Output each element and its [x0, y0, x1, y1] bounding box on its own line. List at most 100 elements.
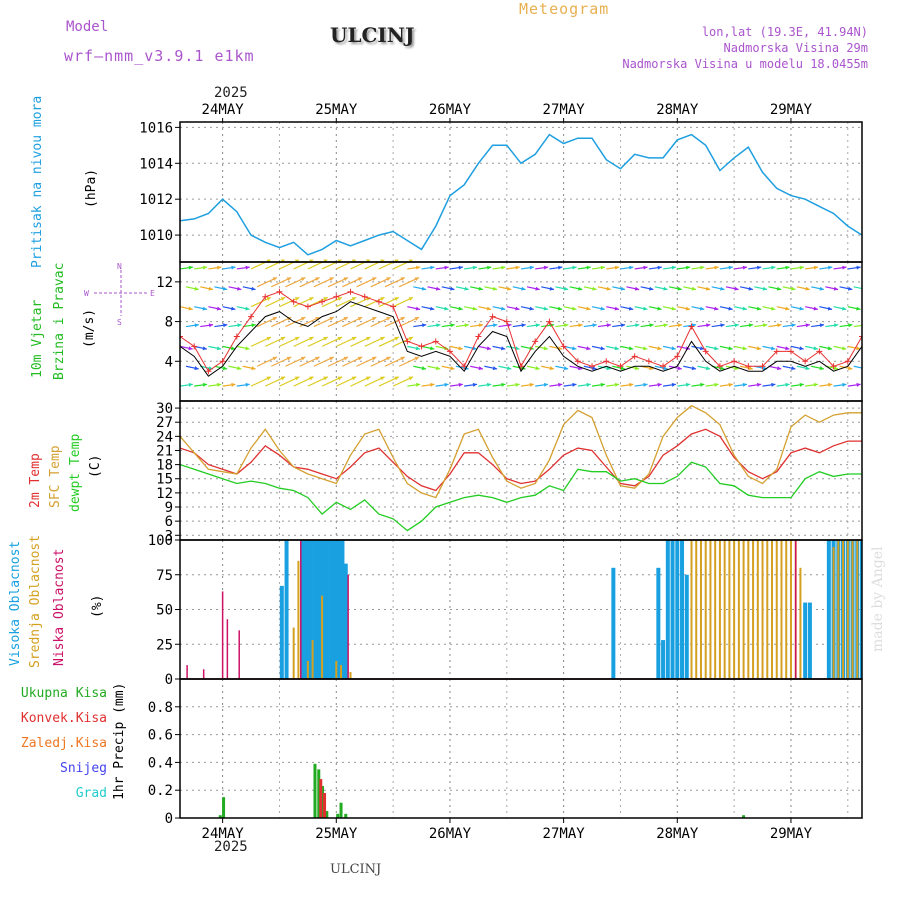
text-layer: 1010101210141016481236912151821242730025…	[139, 102, 812, 842]
y-tick-label: 0	[165, 672, 173, 688]
wind-arrow-head	[841, 306, 847, 311]
wind-arrow-head	[386, 356, 391, 361]
wind-arrow-head	[756, 346, 762, 351]
wind-gust-marker	[248, 313, 255, 320]
wind-arrow-head	[529, 382, 534, 387]
cloud-high-bar	[684, 574, 689, 679]
wind-arrow-head	[827, 306, 833, 311]
cloud-mid-bar	[851, 540, 854, 679]
wind-arrow-head	[444, 306, 449, 311]
wind-arrow-head	[380, 376, 385, 381]
wind-arrow-head	[408, 336, 414, 341]
wind-arrow-head	[714, 265, 719, 270]
precip-legend-conv: Konvek.Kisa	[20, 711, 107, 726]
wind-arrow-head	[521, 323, 526, 328]
wind-arrow-head	[472, 382, 478, 387]
wind-arrow-head	[543, 346, 548, 351]
wind-arrow-head	[408, 297, 414, 301]
wind-arrow-head	[628, 306, 634, 311]
wind-arrow-head	[657, 346, 662, 351]
wind-arrow-head	[421, 323, 427, 328]
wind-arrow-head	[771, 382, 776, 387]
wind-arrow-head	[728, 265, 733, 270]
wind-arrow-head	[414, 356, 420, 361]
wind-gust-marker	[631, 353, 638, 360]
wind-arrow-head	[294, 336, 300, 341]
wind-gust-marker	[844, 358, 851, 365]
cloud-mid-bar	[718, 540, 721, 679]
wind-arrow-head	[300, 277, 306, 282]
wind-arrow-head	[266, 297, 271, 301]
precip-unit: 1hr Precip (mm)	[112, 682, 127, 800]
wind-arrow-head	[720, 323, 725, 328]
wind-arrow-head	[862, 323, 867, 328]
y-tick-label: 21	[156, 443, 173, 459]
wind-arrow	[868, 287, 881, 290]
wind-arrow-head	[188, 346, 193, 351]
cloud-low-bar	[226, 619, 229, 679]
precip-total-bar	[218, 815, 222, 818]
compass-n: N	[117, 262, 122, 271]
y-tick-label: 1014	[139, 156, 173, 172]
cloud-mid-bar	[340, 665, 343, 679]
model-name: wrf—nmm_v3.9.1 e1km	[64, 47, 255, 65]
wind-arrow	[861, 385, 862, 387]
wind-arrow-head	[728, 346, 733, 351]
y-tick-label: 9	[165, 500, 173, 516]
wind-arrow-head	[458, 306, 463, 311]
wind-arrow-head	[592, 323, 597, 328]
wind-arrow-head	[543, 382, 549, 387]
wind-arrow-head	[450, 366, 455, 371]
wind-arrow-head	[677, 323, 682, 328]
panel-frame	[179, 121, 863, 263]
wind-arrow-head	[493, 323, 498, 328]
wind-arrow-head	[486, 346, 492, 351]
wind-arrow-head	[414, 277, 420, 282]
wind-arrow-head	[188, 265, 193, 270]
wind-arrow-head	[620, 366, 625, 371]
wind-arrow-head	[309, 336, 314, 341]
wind-gust-marker	[532, 338, 539, 345]
wind-arrow-head	[558, 265, 563, 270]
wind-arrow-head	[408, 376, 414, 381]
wind-arrow-head	[315, 317, 320, 321]
wind-arrow-head	[876, 366, 881, 371]
wind-arrow-head	[819, 286, 824, 291]
wind-arrow-head	[614, 346, 619, 351]
wind-arrow-head	[799, 265, 804, 270]
wind-arrow-head	[237, 366, 242, 371]
wind-arrow-head	[586, 306, 591, 311]
wind-arrow-head	[592, 286, 597, 291]
wind-arrow-head	[691, 286, 697, 291]
wind-arrow-head	[458, 346, 463, 351]
precip-total-bar	[325, 811, 329, 818]
wind-arrow-head	[785, 306, 790, 311]
wind-arrow-head	[272, 356, 277, 361]
wind-arrow-head	[237, 323, 242, 328]
wind-gust-marker	[589, 363, 596, 370]
wind-arrow-head	[365, 376, 371, 381]
wind-arrow-head	[351, 297, 357, 301]
wind-arrow-head	[572, 265, 577, 270]
wind-arrow-head	[572, 382, 577, 387]
wind-arrow-head	[380, 297, 385, 301]
wind-arrow-head	[635, 323, 640, 328]
cloud-high-bar	[322, 540, 327, 679]
temp-sfc-line	[180, 404, 862, 499]
wind-arrow-head	[629, 382, 634, 387]
cloud-high-bar	[318, 540, 323, 679]
wind-arrow-head	[251, 323, 256, 328]
cloud-high-bar	[656, 567, 661, 679]
wind-arrow-head	[586, 382, 591, 387]
meteogram-title: Meteogram	[519, 0, 610, 18]
wind-arrow-head	[564, 323, 569, 328]
day-label-top: 24MAY	[202, 102, 245, 118]
wind-arrow-head	[337, 376, 343, 381]
cloud-mid-bar	[846, 540, 849, 679]
wind-arrow-head	[842, 265, 847, 270]
wind-arrow-head	[578, 323, 583, 328]
wind-arrow-head	[643, 306, 648, 311]
wind-arrow-head	[705, 286, 711, 291]
wind-arrow-head	[535, 366, 540, 371]
wind-arrow-head	[535, 323, 540, 328]
